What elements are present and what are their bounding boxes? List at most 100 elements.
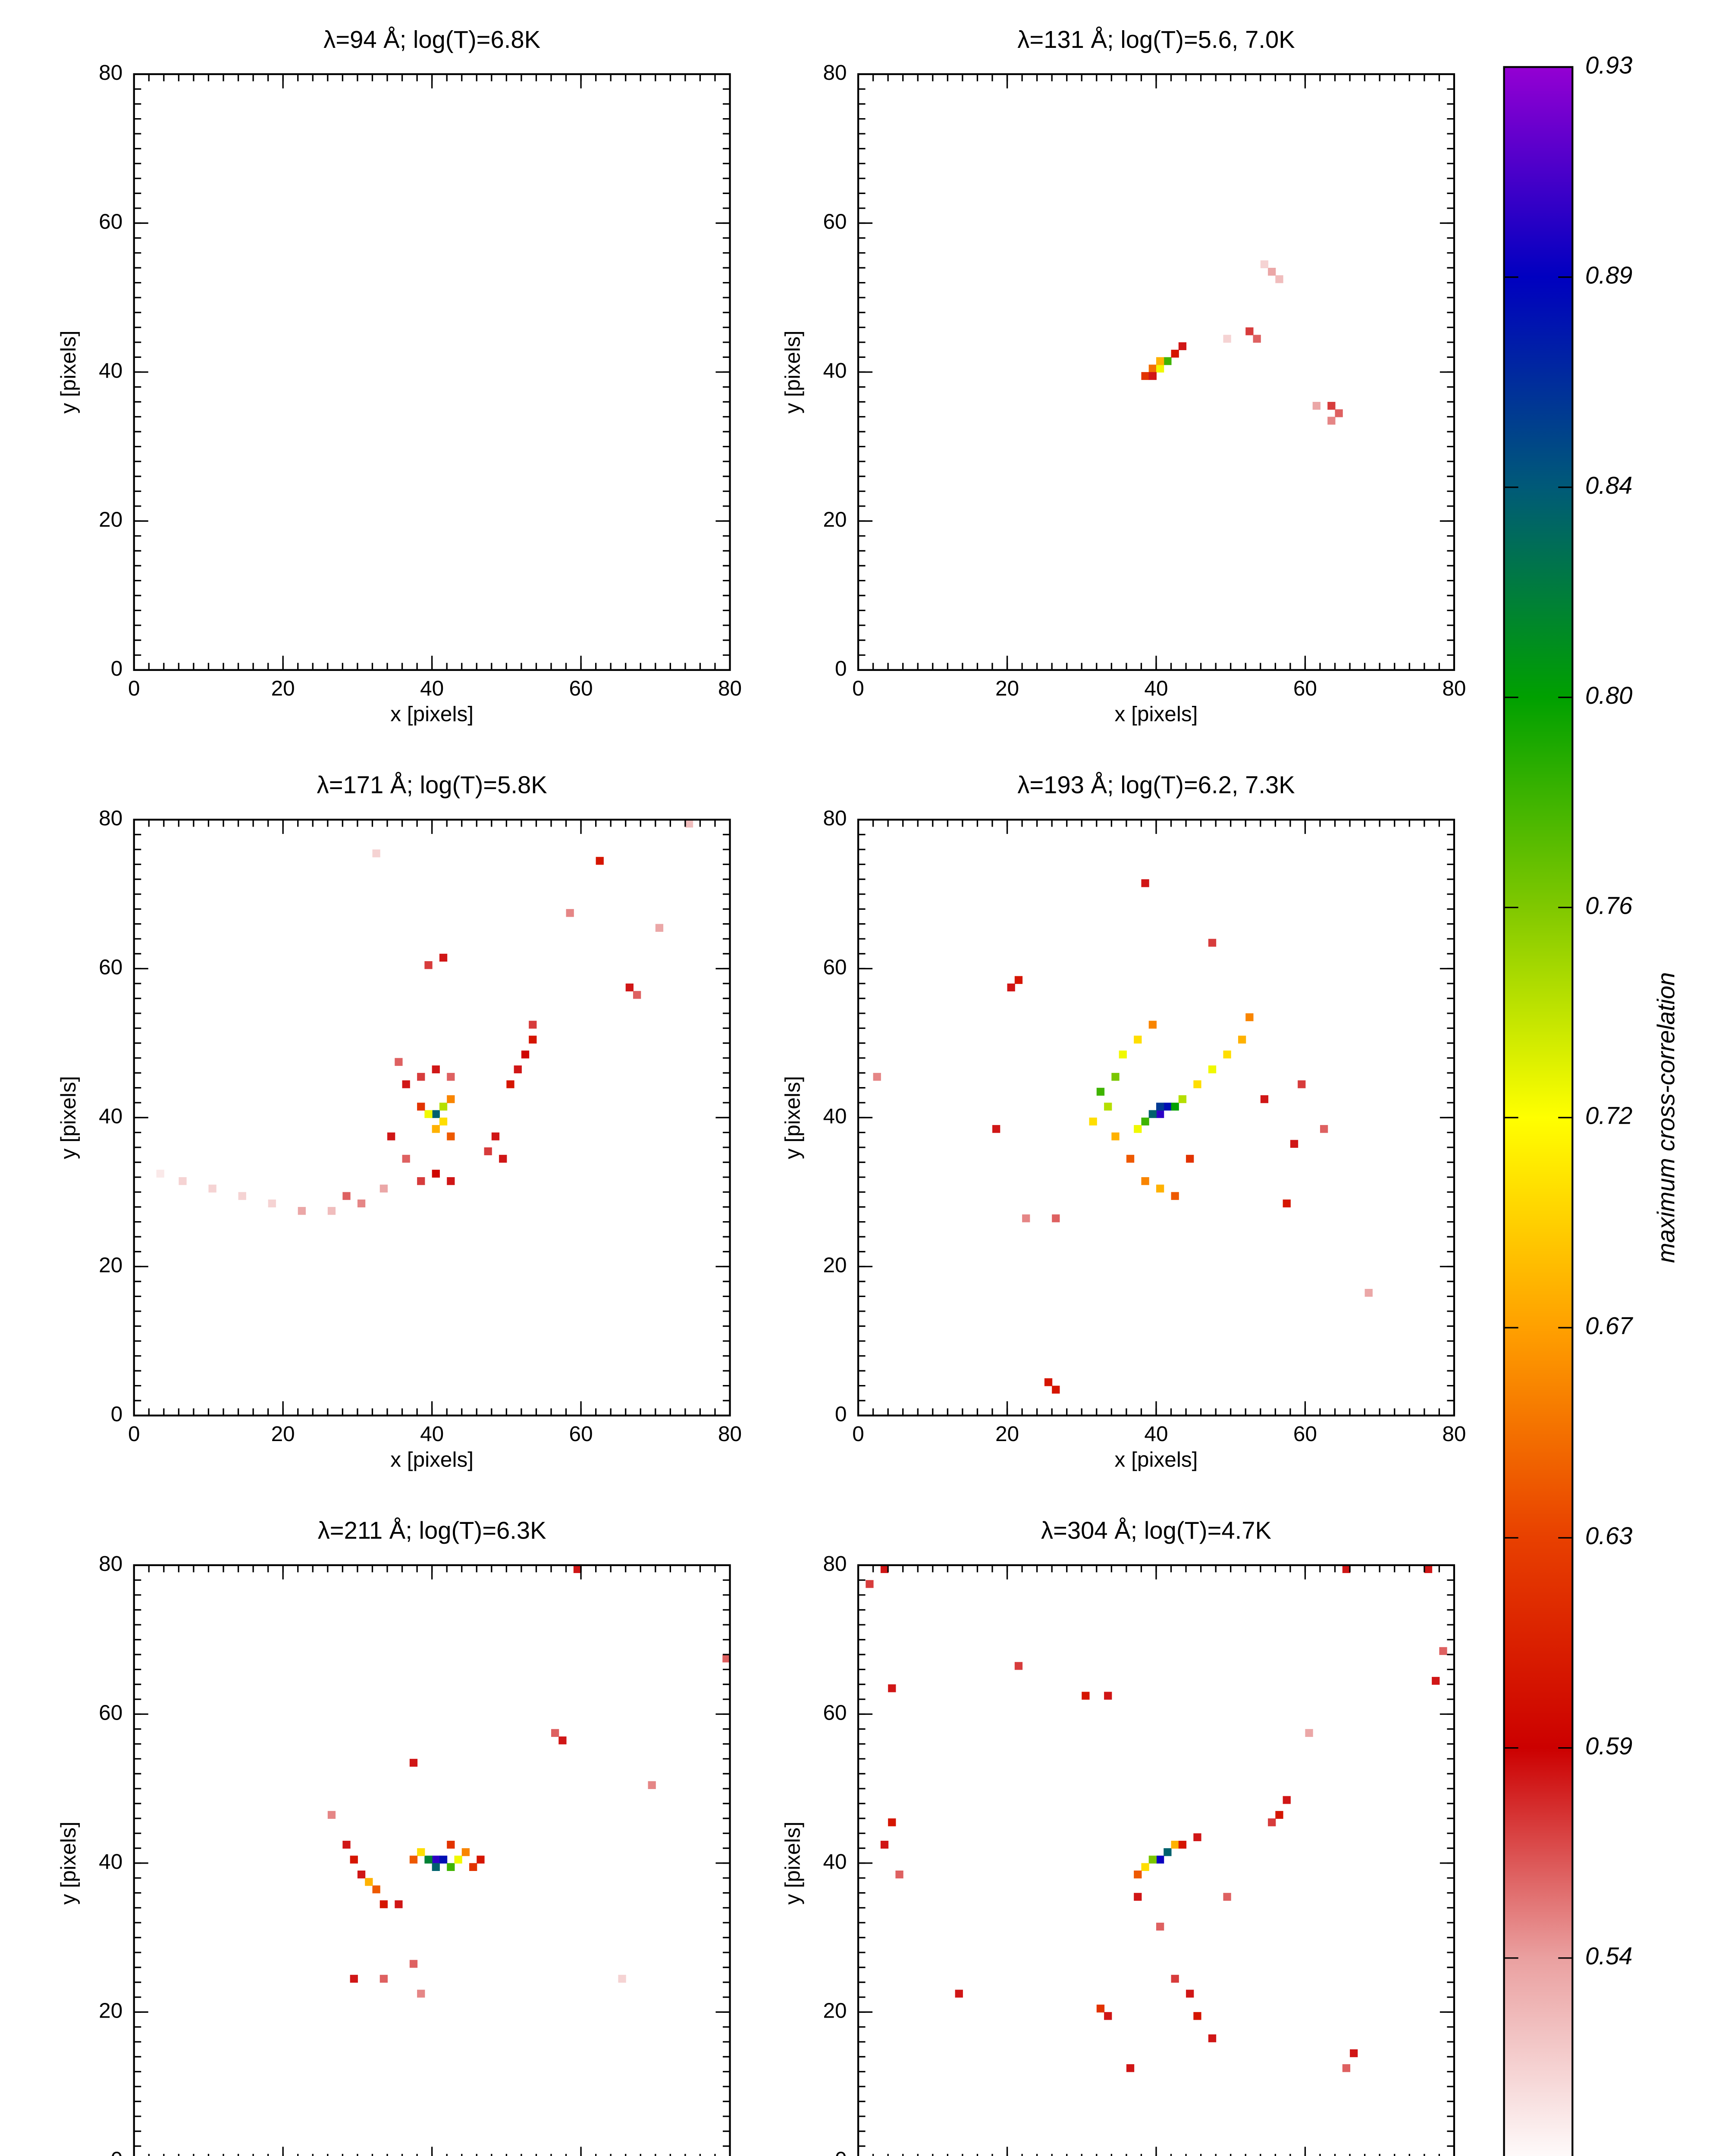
heatmap-cell	[447, 1863, 455, 1871]
y-tick-label: 80	[823, 806, 847, 830]
heatmap-cell	[1007, 983, 1015, 992]
heatmap-cell	[387, 1132, 395, 1141]
heatmap-cell	[432, 1110, 440, 1118]
heatmap-cell	[1141, 879, 1149, 887]
y-tick-label: 20	[823, 507, 847, 531]
heatmap-cell	[655, 924, 664, 932]
heatmap-cell	[447, 1177, 455, 1185]
x-tick-label: 20	[271, 676, 295, 700]
y-tick-label: 20	[823, 1998, 847, 2022]
heatmap-cell	[1044, 1378, 1053, 1386]
heatmap-cell	[1432, 1677, 1440, 1685]
heatmap-cell	[380, 1900, 388, 1908]
heatmap-cell	[722, 1655, 731, 1663]
heatmap-cell	[596, 857, 604, 865]
heatmap-cell	[447, 1840, 455, 1849]
heatmap-cell	[1148, 372, 1157, 380]
heatmap-cell	[1156, 1922, 1164, 1931]
y-tick-label: 80	[823, 60, 847, 85]
heatmap-cell	[156, 1169, 164, 1178]
heatmap-cell	[1141, 1117, 1149, 1126]
heatmap-cell	[1156, 1110, 1164, 1118]
colorbar-tick-label: 0.89	[1585, 262, 1632, 289]
heatmap-cell	[417, 1990, 425, 1998]
heatmap-cell	[1208, 2034, 1217, 2043]
x-tick-label: 20	[271, 1422, 295, 1446]
heatmap-cell	[1208, 939, 1217, 947]
heatmap-cell	[499, 1155, 507, 1163]
x-tick-label: 40	[1144, 676, 1168, 700]
heatmap-cell	[327, 1207, 336, 1215]
heatmap-cell	[380, 1185, 388, 1193]
x-tick-label: 60	[1293, 1422, 1317, 1446]
x-axis-label: x [pixels]	[390, 1448, 474, 1472]
heatmap-cell	[888, 1684, 896, 1692]
y-axis-label: y [pixels]	[780, 330, 804, 414]
heatmap-cell	[424, 1110, 433, 1118]
heatmap-cell	[439, 1117, 448, 1126]
x-tick-label: 60	[569, 676, 593, 700]
heatmap-cell	[1193, 2012, 1201, 2020]
heatmap-cell	[1119, 1050, 1127, 1059]
heatmap-cell	[1342, 2064, 1351, 2072]
colorbar-tick-label: 0.76	[1585, 892, 1633, 919]
colorbar-tick-label: 0.80	[1585, 682, 1632, 709]
heatmap-cell	[1275, 275, 1283, 283]
heatmap-cell	[566, 909, 574, 917]
colorbar-tick-label: 0.67	[1585, 1312, 1633, 1339]
y-tick-label: 80	[99, 806, 122, 830]
colorbar: 0.50 0.54 0.59 0.63 0.67 0.72 0.76 0.80 0.84 0.89…	[1503, 51, 1680, 2156]
heatmap-cell	[1171, 1192, 1179, 1200]
y-tick-label: 0	[111, 656, 123, 680]
heatmap-cell	[1320, 1125, 1328, 1133]
heatmap-cell	[1111, 1073, 1120, 1081]
y-tick-label: 60	[99, 1700, 122, 1724]
x-tick-label: 20	[995, 676, 1019, 700]
heatmap-cell	[955, 1990, 963, 1998]
heatmap-cell	[685, 819, 693, 828]
x-tick-label: 40	[420, 676, 444, 700]
heatmap-cell	[402, 1155, 410, 1163]
heatmap-cell	[439, 1103, 448, 1111]
heatmap-cell	[1290, 1140, 1298, 1148]
heatmap-cell	[1208, 1065, 1217, 1074]
colorbar-tick-label: 0.54	[1585, 1943, 1632, 1970]
heatmap-cell	[439, 1855, 448, 1864]
panel-title: λ=171 Å; log(T)=5.8K	[317, 771, 547, 799]
heatmap-cell	[1156, 357, 1164, 365]
heatmap-cell	[395, 1900, 403, 1908]
heatmap-cell	[1186, 1990, 1194, 1998]
heatmap-cell	[417, 1177, 425, 1185]
heatmap-cell	[633, 991, 641, 999]
y-tick-label: 60	[823, 955, 847, 979]
heatmap-cell	[1156, 1103, 1164, 1111]
heatmap-cell	[380, 1974, 388, 1983]
heatmap-cell	[1164, 1103, 1172, 1111]
heatmap-cell	[1052, 1385, 1060, 1394]
heatmap-cell	[558, 1736, 567, 1745]
panel: λ=171 Å; log(T)=5.8K 0 20 40 60 80 0 20 40 60 80 x …	[56, 771, 742, 1472]
heatmap-cell	[1014, 976, 1023, 984]
heatmap-cell	[432, 1065, 440, 1074]
x-axis-label: x [pixels]	[1115, 702, 1198, 726]
heatmap-cell	[1335, 409, 1343, 417]
x-tick-label: 40	[1144, 1422, 1168, 1446]
heatmap-cell	[409, 1758, 418, 1767]
heatmap-cell	[432, 1125, 440, 1133]
x-tick-label: 0	[852, 1422, 864, 1446]
y-tick-label: 60	[99, 210, 122, 234]
heatmap-cell	[1096, 1087, 1105, 1096]
heatmap-cell	[1283, 1796, 1291, 1804]
heatmap-cell	[1439, 1647, 1447, 1655]
colorbar-tick-label: 0.63	[1585, 1522, 1632, 1549]
heatmap-cell	[1245, 1013, 1254, 1022]
heatmap-cell	[529, 1035, 537, 1044]
x-tick-label: 20	[995, 1422, 1019, 1446]
heatmap-cell	[880, 1840, 889, 1849]
heatmap-cell	[1096, 2004, 1105, 2013]
heatmap-cell	[1148, 364, 1157, 373]
panel-title: λ=211 Å; log(T)=6.3K	[318, 1517, 546, 1544]
heatmap-cell	[1111, 1132, 1120, 1141]
x-axis-label: x [pixels]	[1115, 1448, 1198, 1472]
x-tick-label: 40	[420, 1422, 444, 1446]
